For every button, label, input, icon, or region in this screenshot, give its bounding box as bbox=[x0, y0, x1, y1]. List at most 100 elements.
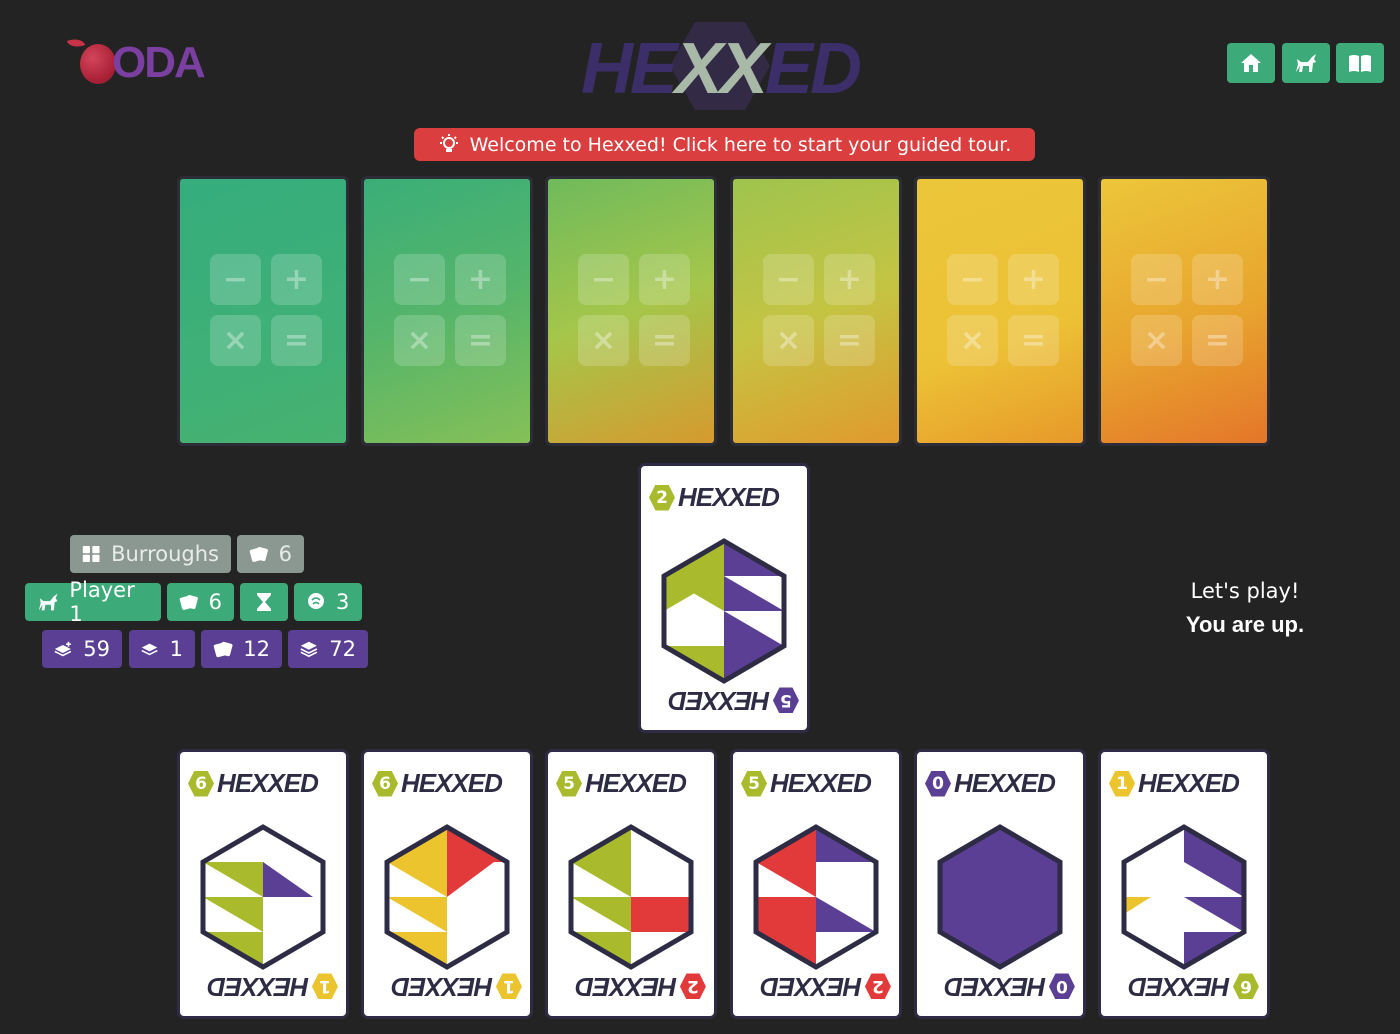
card-top-number: 5 bbox=[741, 770, 767, 797]
hourglass-icon bbox=[257, 593, 271, 611]
card-footer: 0 HEXXED bbox=[945, 971, 1075, 1002]
player-cards-badge: 6 bbox=[167, 583, 234, 621]
total-cards-count: 72 bbox=[329, 637, 356, 661]
operator-tile: − bbox=[947, 254, 998, 305]
opponent-name: Burroughs bbox=[111, 542, 219, 566]
opponent-card: − + × = bbox=[361, 176, 533, 446]
hand-card[interactable]: 6 HEXXED 1 HEXXED bbox=[177, 749, 349, 1019]
operator-tile: = bbox=[271, 315, 322, 366]
operator-tile: + bbox=[1008, 254, 1059, 305]
operator-tile: = bbox=[824, 315, 875, 366]
operators-icon: − + × = bbox=[1131, 254, 1243, 366]
operator-tile: + bbox=[271, 254, 322, 305]
operators-icon: − + × = bbox=[578, 254, 690, 366]
card-top-number: 5 bbox=[556, 770, 582, 797]
opponent-card: − + × = bbox=[730, 176, 902, 446]
apple-icon bbox=[80, 44, 116, 84]
rules-button[interactable] bbox=[1336, 43, 1384, 83]
draw-pile-badge: 59 bbox=[42, 630, 122, 668]
opponent-card: − + × = bbox=[914, 176, 1086, 446]
operators-icon: − + × = bbox=[210, 254, 322, 366]
operator-tile: = bbox=[1008, 315, 1059, 366]
card-brand: HEXXED bbox=[401, 768, 503, 798]
operator-tile: − bbox=[763, 254, 814, 305]
operator-tile: − bbox=[210, 254, 261, 305]
operator-tile: = bbox=[639, 315, 690, 366]
operators-icon: − + × = bbox=[394, 254, 506, 366]
discard-pile-count: 1 bbox=[169, 637, 183, 661]
card-brand: HEXXED bbox=[770, 768, 872, 798]
card-bottom-number: 1 bbox=[496, 974, 522, 1000]
cards-played-count: 12 bbox=[243, 637, 270, 661]
home-button[interactable] bbox=[1227, 43, 1275, 83]
card-footer: 6 HEXXED bbox=[1129, 971, 1259, 1002]
card-top-number: 0 bbox=[925, 770, 951, 797]
unicorn-icon bbox=[1296, 54, 1316, 72]
card-top-number: 1 bbox=[1109, 770, 1135, 797]
card-brand-inverted: HEXXED bbox=[945, 972, 1046, 1002]
operator-tile: × bbox=[394, 315, 445, 366]
operator-tile: − bbox=[394, 254, 445, 305]
card-brand: HEXXED bbox=[217, 768, 319, 798]
card-hexagon bbox=[661, 538, 787, 684]
cards-icon bbox=[179, 594, 198, 610]
hand-card[interactable]: 5 HEXXED 2 HEXXED bbox=[730, 749, 902, 1019]
operator-tile: × bbox=[210, 315, 261, 366]
card-footer: 1 HEXXED bbox=[208, 971, 338, 1002]
guided-tour-banner[interactable]: Welcome to Hexxed! Click here to start y… bbox=[414, 128, 1035, 161]
card-header: 6 HEXXED bbox=[372, 768, 503, 799]
hand-card[interactable]: 6 HEXXED 1 HEXXED bbox=[361, 749, 533, 1019]
card-hexagon bbox=[384, 824, 510, 970]
card-top-number: 2 bbox=[649, 484, 675, 511]
title-xx: XX bbox=[674, 29, 768, 109]
operators-icon: − + × = bbox=[763, 254, 875, 366]
logo-text: ODA bbox=[112, 38, 206, 87]
hand-card[interactable]: 0 HEXXED 0 HEXXED bbox=[914, 749, 1086, 1019]
card-header: 5 HEXXED bbox=[741, 768, 872, 799]
operator-tile: + bbox=[639, 254, 690, 305]
hand-card[interactable]: 5 HEXXED 2 HEXXED bbox=[545, 749, 717, 1019]
total-cards-badge: 72 bbox=[288, 630, 368, 668]
card-header: 0 HEXXED bbox=[925, 768, 1056, 799]
discard-pile-badge: 1 bbox=[129, 630, 195, 668]
operator-tile: − bbox=[578, 254, 629, 305]
lightbulb-icon bbox=[439, 133, 458, 152]
card-bottom-number: 1 bbox=[312, 974, 338, 1000]
layers-icon bbox=[141, 643, 158, 656]
oda-logo[interactable]: ODA bbox=[66, 32, 216, 92]
operator-tile: + bbox=[455, 254, 506, 305]
operator-tile: × bbox=[1131, 315, 1182, 366]
opponent-cards-badge: 6 bbox=[237, 535, 304, 573]
card-header: 5 HEXXED bbox=[556, 768, 687, 799]
brain-icon bbox=[308, 593, 324, 609]
banner-text: Welcome to Hexxed! Click here to start y… bbox=[469, 133, 1012, 156]
played-card: 2 HEXXED 5 HEXXED bbox=[638, 463, 810, 733]
opponent-name-badge: Burroughs bbox=[70, 535, 231, 573]
layers-plus-icon bbox=[54, 641, 72, 657]
home-icon bbox=[1241, 54, 1261, 72]
card-brand: HEXXED bbox=[1138, 768, 1240, 798]
card-brand-inverted: HEXXED bbox=[669, 686, 770, 716]
card-header: 6 HEXXED bbox=[188, 768, 319, 799]
opponent-card-count: 6 bbox=[278, 542, 292, 566]
player-name-badge: Player 1 bbox=[25, 578, 161, 626]
operator-tile: = bbox=[455, 315, 506, 366]
game-status: Let's play! You are up. bbox=[1150, 574, 1340, 642]
hand-card[interactable]: 1 HEXXED 6 HEXXED bbox=[1098, 749, 1270, 1019]
status-line-1: Let's play! bbox=[1190, 579, 1300, 603]
card-bottom-number: 5 bbox=[773, 688, 799, 714]
card-hexagon bbox=[753, 824, 879, 970]
draw-pile-count: 59 bbox=[83, 637, 110, 661]
player-button[interactable] bbox=[1282, 43, 1330, 83]
operator-tile: + bbox=[1192, 254, 1243, 305]
card-brand: HEXXED bbox=[954, 768, 1056, 798]
operator-tile: + bbox=[824, 254, 875, 305]
opponent-card: − + × = bbox=[177, 176, 349, 446]
operators-icon: − + × = bbox=[947, 254, 1059, 366]
card-hexagon bbox=[937, 824, 1063, 970]
card-hexagon bbox=[200, 824, 326, 970]
cards-icon bbox=[213, 641, 233, 658]
player-score: 3 bbox=[336, 590, 350, 614]
card-brand-inverted: HEXXED bbox=[208, 972, 309, 1002]
card-footer: 2 HEXXED bbox=[761, 971, 891, 1002]
